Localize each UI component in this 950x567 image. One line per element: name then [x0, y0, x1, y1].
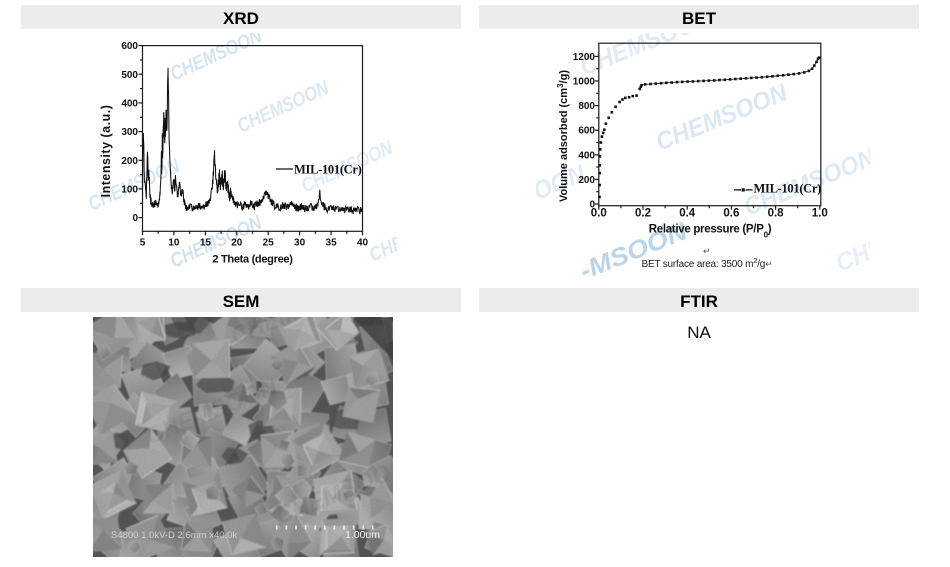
svg-text:CHEMSOON: CHEMSOON	[832, 199, 950, 277]
svg-text:CHEMSOON: CHEMSOON	[366, 206, 465, 267]
svg-text:600: 600	[578, 126, 595, 137]
svg-text:100: 100	[121, 184, 138, 195]
svg-text:20: 20	[231, 238, 243, 249]
svg-text:5: 5	[140, 238, 146, 249]
svg-text:1200: 1200	[573, 52, 596, 63]
svg-text:0.2: 0.2	[635, 208, 651, 220]
svg-text:S4800 1.0kV-D 2.6mm x40.0k: S4800 1.0kV-D 2.6mm x40.0k	[111, 530, 237, 541]
svg-text:MIL-101(Cr): MIL-101(Cr)	[294, 163, 362, 177]
svg-text:0: 0	[132, 213, 138, 224]
svg-text:1000: 1000	[573, 77, 596, 88]
svg-text:1.0: 1.0	[812, 208, 828, 220]
svg-text:0.6: 0.6	[723, 208, 739, 220]
svg-text:300: 300	[121, 127, 138, 138]
svg-text:Relative pressure (P/P0): Relative pressure (P/P0)	[649, 224, 772, 240]
svg-text:35: 35	[326, 238, 338, 249]
svg-text:CHEMSOON: CHEMSOON	[652, 78, 792, 156]
svg-text:30: 30	[294, 238, 306, 249]
svg-text:BET surface area: 3500 m2/g↵: BET surface area: 3500 m2/g↵	[641, 256, 772, 271]
svg-text:600: 600	[121, 41, 138, 52]
svg-text:40: 40	[357, 238, 369, 249]
svg-text:CHEMSOON: CHEMSOON	[234, 77, 333, 138]
svg-text:0.0: 0.0	[591, 208, 607, 220]
svg-text:MIL-101(Cr): MIL-101(Cr)	[754, 182, 822, 196]
svg-text:200: 200	[578, 175, 595, 186]
svg-text:800: 800	[578, 101, 595, 112]
svg-text:15: 15	[200, 238, 212, 249]
svg-text:400: 400	[121, 98, 138, 109]
svg-text:0: 0	[589, 200, 595, 211]
svg-text:10: 10	[168, 238, 180, 249]
svg-text:200: 200	[121, 156, 138, 167]
svg-text:CHEMSOON: CHEMSOON	[167, 25, 266, 86]
svg-text:Intensity (a.u.): Intensity (a.u.)	[99, 105, 113, 198]
svg-text:CHEMSOON: CHEMSOON	[576, 3, 716, 81]
svg-text:0.4: 0.4	[679, 208, 696, 220]
svg-text:400: 400	[578, 150, 595, 161]
svg-text:2 Theta (degree): 2 Theta (degree)	[212, 254, 293, 266]
svg-text:0.8: 0.8	[768, 208, 785, 220]
svg-text:1.00um: 1.00um	[345, 529, 380, 541]
svg-text:↵: ↵	[703, 246, 711, 256]
svg-text:25: 25	[263, 238, 275, 249]
svg-text:500: 500	[121, 70, 138, 81]
svg-text:Volume adsorbed (cm3/g): Volume adsorbed (cm3/g)	[556, 70, 571, 202]
